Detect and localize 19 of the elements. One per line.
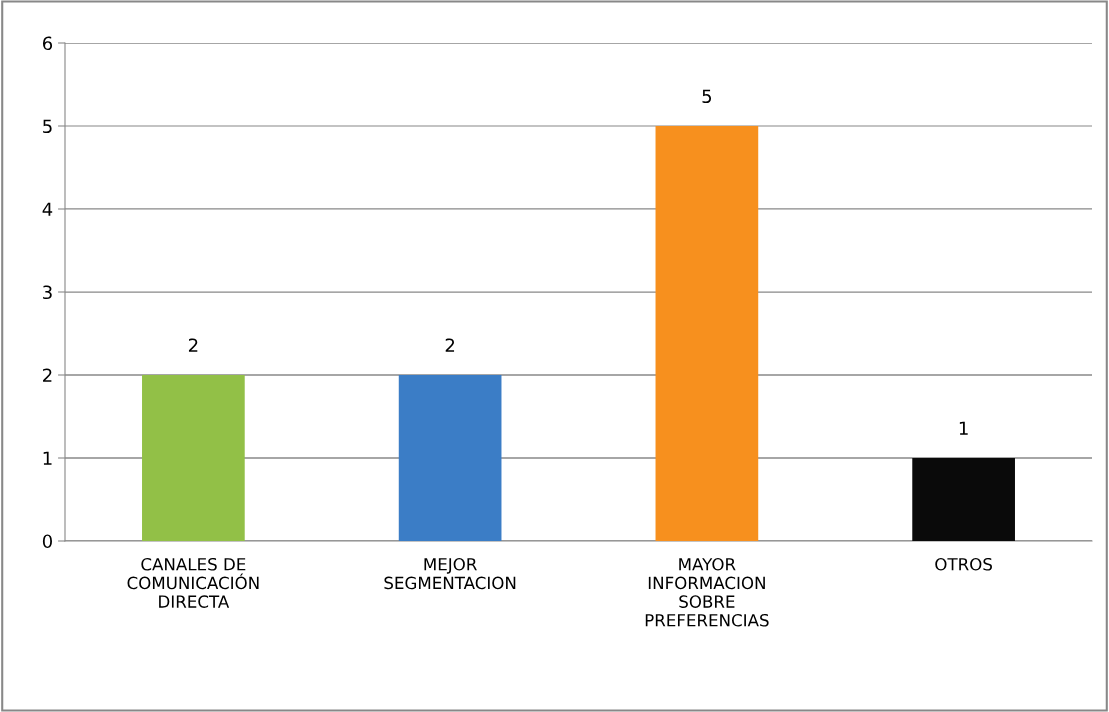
- x-tick-label: MAYOR INFORMACION SOBRE PREFERENCIAS: [645, 557, 769, 627]
- y-tick-label: 2: [43, 368, 52, 382]
- y-tick-label: 3: [43, 285, 52, 300]
- data-label: 5: [702, 89, 712, 104]
- x-tick-label: MEJOR SEGMENTACION: [384, 557, 516, 590]
- x-tick-label: CANALES DE COMUNICACIÓN DIRECTA: [127, 557, 259, 608]
- y-tick-label: 6: [42, 36, 53, 51]
- y-tick-label: 0: [42, 534, 52, 549]
- bar: [398, 375, 502, 541]
- bar: [912, 458, 1015, 541]
- data-label: 2: [445, 338, 455, 352]
- data-label: 1: [959, 421, 968, 435]
- data-label: 2: [188, 338, 198, 352]
- y-tick-label: 5: [43, 119, 52, 134]
- y-tick-label: 4: [42, 202, 53, 216]
- x-tick-label: OTROS: [935, 557, 992, 571]
- bar: [655, 126, 759, 541]
- bar: [142, 375, 245, 541]
- y-tick-label: 1: [43, 451, 52, 465]
